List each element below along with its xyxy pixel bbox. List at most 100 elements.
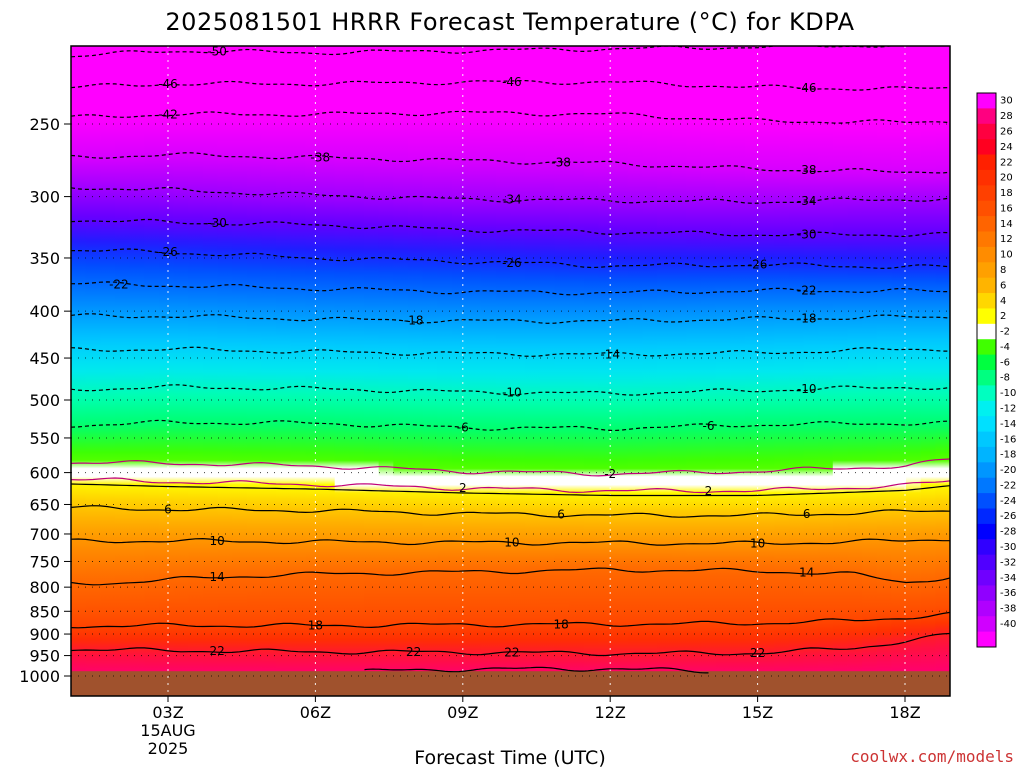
temperature-column xyxy=(290,46,307,696)
time-tick-label: 18Z xyxy=(889,703,920,722)
x-axis-label: Forecast Time (UTC) xyxy=(414,747,605,768)
colorbar-swatch xyxy=(977,246,996,263)
temperature-column xyxy=(305,46,321,696)
colorbar-swatch xyxy=(977,616,996,633)
isotherm-label: 22 xyxy=(750,646,765,660)
temperature-column xyxy=(276,46,292,696)
temperature-column xyxy=(686,46,702,696)
temperature-column xyxy=(349,46,365,696)
colorbar-swatch xyxy=(977,139,996,155)
pressure-tick-label: 350 xyxy=(29,249,60,268)
colorbar-label: 28 xyxy=(1000,111,1013,122)
isotherm-label: -18 xyxy=(797,311,817,325)
temperature-column xyxy=(642,46,658,696)
isotherm-label: -26 xyxy=(502,256,522,270)
time-tick-label: 12Z xyxy=(595,703,626,722)
temperature-column xyxy=(627,46,644,696)
colorbar-label: 12 xyxy=(1000,234,1013,245)
colorbar-label: 8 xyxy=(1000,265,1006,276)
isotherm-label: -46 xyxy=(158,77,178,91)
isotherm-label: 22 xyxy=(209,644,224,658)
colorbar-label: 6 xyxy=(1000,280,1006,291)
colorbar-label: -6 xyxy=(1000,357,1010,368)
colorbar-label: -22 xyxy=(1000,480,1016,491)
colorbar-label: -18 xyxy=(1000,450,1016,461)
temperature-column xyxy=(232,46,248,696)
pressure-tick-label: 600 xyxy=(29,464,60,483)
colorbar-swatch xyxy=(977,123,996,140)
temperature-column xyxy=(202,46,219,696)
temperature-column xyxy=(671,46,688,696)
isotherm-label: -26 xyxy=(158,245,178,259)
plot-frame xyxy=(70,45,951,697)
colorbar-swatch xyxy=(977,354,996,371)
colorbar-swatch xyxy=(977,493,996,509)
isotherm-line xyxy=(71,79,950,91)
colorbar-label: -32 xyxy=(1000,557,1016,568)
isotherm-label: 2 xyxy=(459,481,467,495)
colorbar-label: 16 xyxy=(1000,203,1013,214)
temperature-column xyxy=(891,46,907,696)
temperature-column xyxy=(261,46,277,696)
isotherm-label: 22 xyxy=(504,646,519,660)
isotherm-label: 10 xyxy=(750,537,765,551)
temperature-column xyxy=(114,46,131,696)
colorbar-swatch xyxy=(977,323,996,340)
isotherm-line xyxy=(71,477,950,494)
colorbar-label: -8 xyxy=(1000,373,1010,384)
isotherm-label: 14 xyxy=(209,570,224,584)
isotherm-label: 18 xyxy=(553,617,568,631)
temperature-column xyxy=(774,46,790,696)
pressure-tick-label: 950 xyxy=(29,647,60,666)
colorbar-label: -2 xyxy=(1000,327,1010,338)
colorbar-label: -30 xyxy=(1000,542,1016,553)
colorbar-swatch xyxy=(977,262,996,279)
colorbar-swatch xyxy=(977,477,996,494)
colorbar-swatch xyxy=(977,400,996,417)
colorbar-label: -38 xyxy=(1000,604,1016,615)
temperature-column xyxy=(569,46,585,696)
chart-title: 2025081501 HRRR Forecast Temperature (°C… xyxy=(165,8,854,36)
temperature-column xyxy=(100,46,116,696)
temperature-column xyxy=(730,46,746,696)
pressure-tick-label: 1000 xyxy=(19,667,60,686)
time-tick-label: 15Z xyxy=(742,703,773,722)
colorbar-swatch xyxy=(977,216,996,232)
colorbar-label: -34 xyxy=(1000,573,1016,584)
colorbar-label: 18 xyxy=(1000,188,1013,199)
temperature-column xyxy=(554,46,570,696)
colorbar-label: -4 xyxy=(1000,342,1010,353)
temperature-column xyxy=(803,46,819,696)
colorbar-swatch xyxy=(977,108,996,125)
isotherm-label: -6 xyxy=(703,419,715,433)
temperature-column xyxy=(217,46,233,696)
temperature-column xyxy=(832,46,849,696)
colorbar-swatch xyxy=(977,508,996,525)
isotherm-label: 2 xyxy=(705,484,713,498)
isotherm-label: 6 xyxy=(164,502,172,516)
isotherm-label: -42 xyxy=(158,107,178,121)
plot-area: -50-46 -46 -46-42-38 -38-38-34 -34-30-30-26-… xyxy=(71,46,950,696)
colorbar-swatch xyxy=(977,293,996,309)
temperature-column xyxy=(700,46,717,696)
temperature-column xyxy=(188,46,204,696)
temperature-column xyxy=(598,46,614,696)
isotherm-line xyxy=(71,611,950,629)
temperature-bands xyxy=(71,46,950,696)
temperature-column xyxy=(481,46,497,696)
pressure-tick-label: 900 xyxy=(29,625,60,644)
colorbar-swatch xyxy=(977,570,996,586)
isotherm-label: -10 xyxy=(797,382,817,396)
temperature-column xyxy=(437,46,453,696)
credit-link[interactable]: coolwx.com/models xyxy=(850,747,1014,766)
pressure-tick-label: 750 xyxy=(29,552,60,571)
temperature-column xyxy=(510,46,526,696)
pressure-tick-label: 800 xyxy=(29,578,60,597)
isotherm-line xyxy=(71,537,950,546)
temperature-column xyxy=(246,46,263,696)
isotherm-labels: -50-46 -46 -46-42-38 -38-38-34 -34-30-30-26-… xyxy=(109,46,817,660)
colorbar-label: -28 xyxy=(1000,527,1016,538)
isotherm-label: -26 xyxy=(748,258,768,272)
